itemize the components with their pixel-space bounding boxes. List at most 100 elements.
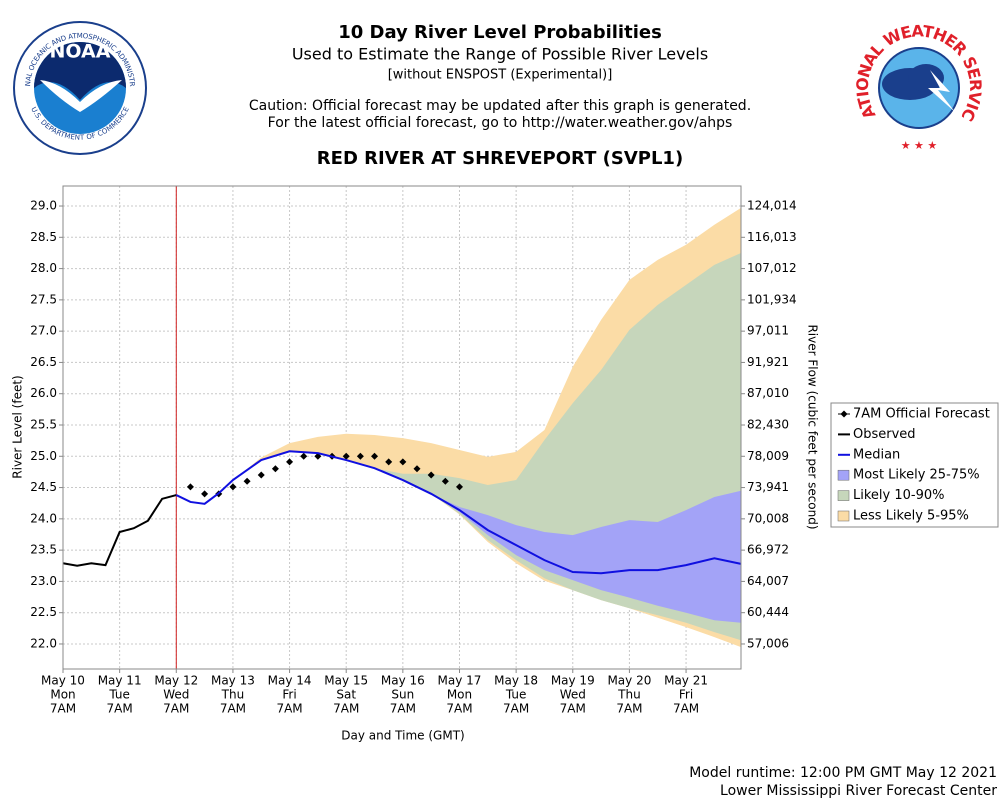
footer: Model runtime: 12:00 PM GMT May 12 2021	[689, 765, 997, 781]
y-tick-label: 27.5	[30, 292, 57, 306]
forecast-point	[243, 477, 251, 485]
x-tick-label: 7AM	[503, 702, 529, 716]
note: [without ENSPOST (Experimental)]	[388, 68, 613, 83]
legend-swatch	[837, 510, 850, 522]
x-tick-label: 7AM	[673, 702, 699, 716]
legend-label: Less Likely 5-95%	[853, 509, 969, 524]
y2-tick-label: 101,934	[747, 292, 797, 306]
x-tick-label: May 12	[154, 674, 198, 688]
forecast-point	[257, 471, 265, 479]
nws-stars: ★ ★ ★	[901, 139, 938, 152]
x-tick-label: 7AM	[390, 702, 416, 716]
x-tick-label: 7AM	[333, 702, 359, 716]
legend-box	[830, 402, 999, 528]
x-tick-label: May 16	[381, 674, 425, 688]
plot-frame	[62, 185, 742, 670]
x-tick-label: Wed	[163, 688, 189, 702]
x-tick-label: 7AM	[560, 702, 586, 716]
y-tick-label: 22.0	[30, 636, 57, 650]
y-tick-label: 26.0	[30, 386, 57, 400]
y-tick-label: 26.5	[30, 355, 57, 369]
y2-tick-label: 64,007	[747, 574, 789, 588]
legend-label: 7AM Official Forecast	[853, 407, 990, 422]
y2-tick-label: 78,009	[747, 449, 789, 463]
y2-tick-label: 124,014	[747, 199, 797, 213]
y-tick-label: 25.0	[30, 449, 57, 463]
legend-label: Most Likely 25-75%	[853, 468, 980, 483]
forecast-point	[201, 490, 209, 498]
forecast-point	[271, 465, 279, 473]
y-tick-label: 24.5	[30, 480, 57, 494]
plot-area: 22.0 22.5 23.0 23.5 24.0 24.5 25.0 25.5 26.0 26.5…	[30, 185, 797, 716]
forecast-point	[356, 452, 364, 460]
x-tick-label: 7AM	[50, 702, 76, 716]
y2-tick-label: 60,444	[747, 605, 789, 619]
y2-axis-label: River Flow (cubic feet per second)	[806, 324, 820, 529]
noaa-text: NOAA	[50, 41, 111, 63]
x-tick-label: 7AM	[107, 702, 133, 716]
forecast-point	[300, 452, 308, 460]
y2-tick-label: 116,013	[747, 230, 797, 244]
x-tick-label: May 18	[494, 674, 538, 688]
forecast-point	[399, 458, 407, 466]
y2-tick-label: 70,008	[747, 511, 789, 525]
forecast-point	[427, 471, 435, 479]
x-tick-label: May 21	[664, 674, 708, 688]
x-tick-label: May 19	[551, 674, 595, 688]
noaa-logo: NOAA NATIONAL OCEANIC AND ATMOSPHERIC AD…	[0, 0, 147, 155]
y2-tick-label: 66,972	[747, 543, 789, 557]
y-axis-label: River Level (feet)	[11, 375, 25, 478]
y-tick-label: 23.0	[30, 574, 57, 588]
forecast-point	[342, 452, 350, 460]
y2-tick-label: 57,006	[747, 636, 789, 650]
x-tick-label: May 10	[41, 674, 85, 688]
y-tick-label: 29.0	[30, 199, 57, 213]
title: 10 Day River Level Probabilities	[338, 22, 662, 43]
y-tick-label: 23.5	[30, 543, 57, 557]
x-tick-label: 7AM	[220, 702, 246, 716]
x-tick-label: Mon	[447, 688, 472, 702]
y2-tick-label: 107,012	[747, 261, 797, 275]
caution: Caution: Official forecast may be update…	[249, 98, 751, 114]
x-tick-label: Tue	[108, 688, 130, 702]
x-tick-label: Thu	[617, 688, 641, 702]
x-tick-label: Tue	[505, 688, 527, 702]
caution: For the latest official forecast, go to …	[268, 115, 733, 131]
series-line	[175, 450, 742, 575]
chart-title: RED RIVER AT SHREVEPORT (SVPL1)	[317, 148, 683, 169]
y2-tick-label: 87,010	[747, 386, 789, 400]
subtitle: Used to Estimate the Range of Possible R…	[292, 45, 708, 64]
x-tick-label: May 11	[98, 674, 142, 688]
x-tick-label: Sun	[391, 688, 414, 702]
legend-label: Observed	[853, 427, 916, 442]
y-tick-label: 24.0	[30, 511, 57, 525]
x-tick-label: May 14	[268, 674, 312, 688]
x-tick-label: Fri	[282, 688, 296, 702]
forecast-point	[441, 477, 449, 485]
y-tick-label: 22.5	[30, 605, 57, 619]
x-tick-label: Fri	[679, 688, 693, 702]
x-tick-label: 7AM	[446, 702, 472, 716]
forecast-point	[186, 483, 194, 491]
x-tick-label: 7AM	[276, 702, 302, 716]
x-tick-label: May 17	[438, 674, 482, 688]
x-tick-label: Sat	[336, 688, 356, 702]
y2-tick-label: 82,430	[747, 417, 789, 431]
forecast-point	[371, 452, 379, 460]
x-axis-label: Day and Time (GMT)	[341, 729, 464, 743]
y-tick-label: 28.5	[30, 230, 57, 244]
y-tick-label: 28.0	[30, 261, 57, 275]
x-tick-label: May 15	[324, 674, 368, 688]
probability-band	[176, 451, 741, 623]
y-tick-label: 25.5	[30, 417, 57, 431]
legend-label: Likely 10-90%	[853, 488, 944, 503]
legend: 7AM Official Forecast Observed Median Most …	[837, 407, 990, 524]
forecast-point	[455, 483, 463, 491]
forecast-point	[413, 465, 421, 473]
y-tick-label: 27.0	[30, 324, 57, 338]
legend-swatch	[837, 469, 850, 481]
forecast-point	[385, 458, 393, 466]
legend-label: Median	[853, 447, 900, 462]
x-tick-label: Mon	[50, 688, 75, 702]
